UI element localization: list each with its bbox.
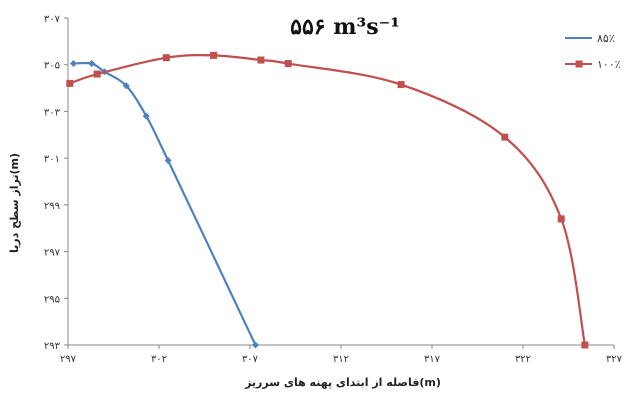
series-2-point	[210, 51, 218, 59]
y-tick-label: ۳۰۵	[44, 61, 60, 72]
series-1-point	[251, 341, 259, 349]
x-tick-label: ۳۲۷	[606, 354, 623, 365]
y-tick-label: ۳۰۷	[44, 14, 61, 25]
series-1-point	[88, 60, 96, 68]
series-2-point	[397, 81, 405, 89]
y-tick-label: ۲۹۷	[44, 248, 61, 259]
legend-label-series-2: ۱۰۰٪	[597, 58, 621, 71]
x-tick-label: ۲۹۷	[60, 354, 77, 365]
x-axis-label: فاصله از ابتدای پهنه های سرریز(m)	[244, 376, 441, 389]
series-2-point	[93, 70, 101, 78]
series-2-point	[162, 54, 170, 62]
y-tick-label: ۳۰۳	[44, 107, 61, 118]
y-tick-label: ۲۹۳	[44, 341, 61, 352]
legend-marker-series-2	[575, 60, 583, 68]
series-2-point	[501, 133, 509, 141]
legend-label-series-1: ۸۵٪	[597, 32, 615, 45]
series-2-point	[66, 79, 74, 87]
x-tick-label: ۳۱۷	[424, 354, 441, 365]
y-tick-label: ۲۹۵	[44, 294, 60, 305]
series-1-point	[142, 112, 150, 120]
x-tick-label: ۳۰۲	[151, 354, 167, 365]
series-2-point	[257, 56, 265, 64]
series-2-point	[284, 60, 292, 68]
y-tick-label: ۳۰۱	[44, 154, 60, 165]
legend: ۸۵٪ ۱۰۰٪	[565, 32, 621, 71]
chart-title: ۵۵۶ m³s⁻¹	[290, 14, 400, 40]
x-tick-label: ۳۱۲	[333, 354, 349, 365]
y-tick-label: ۲۹۹	[44, 201, 60, 212]
series-1-point	[69, 60, 77, 68]
x-tick-label: ۳۲۲	[515, 354, 531, 365]
y-axis-label: تراز سطح دریا(m)	[8, 153, 21, 253]
series-2-point	[557, 215, 565, 223]
series-2-point	[581, 341, 589, 349]
series-1-point	[122, 82, 130, 90]
series-1-point	[164, 156, 172, 164]
x-tick-label: ۳۰۷	[242, 354, 259, 365]
plot-area: ۲۹۷ ۳۰۲ ۳۰۷ ۳۱۲ ۳۱۷ ۳۲۲ ۳۲۷ ۲۹۳ ۲۹۵ ۲۹۷ ۲۹۹ ۳۰۱ ۳۰۳ ۳…	[44, 14, 623, 365]
